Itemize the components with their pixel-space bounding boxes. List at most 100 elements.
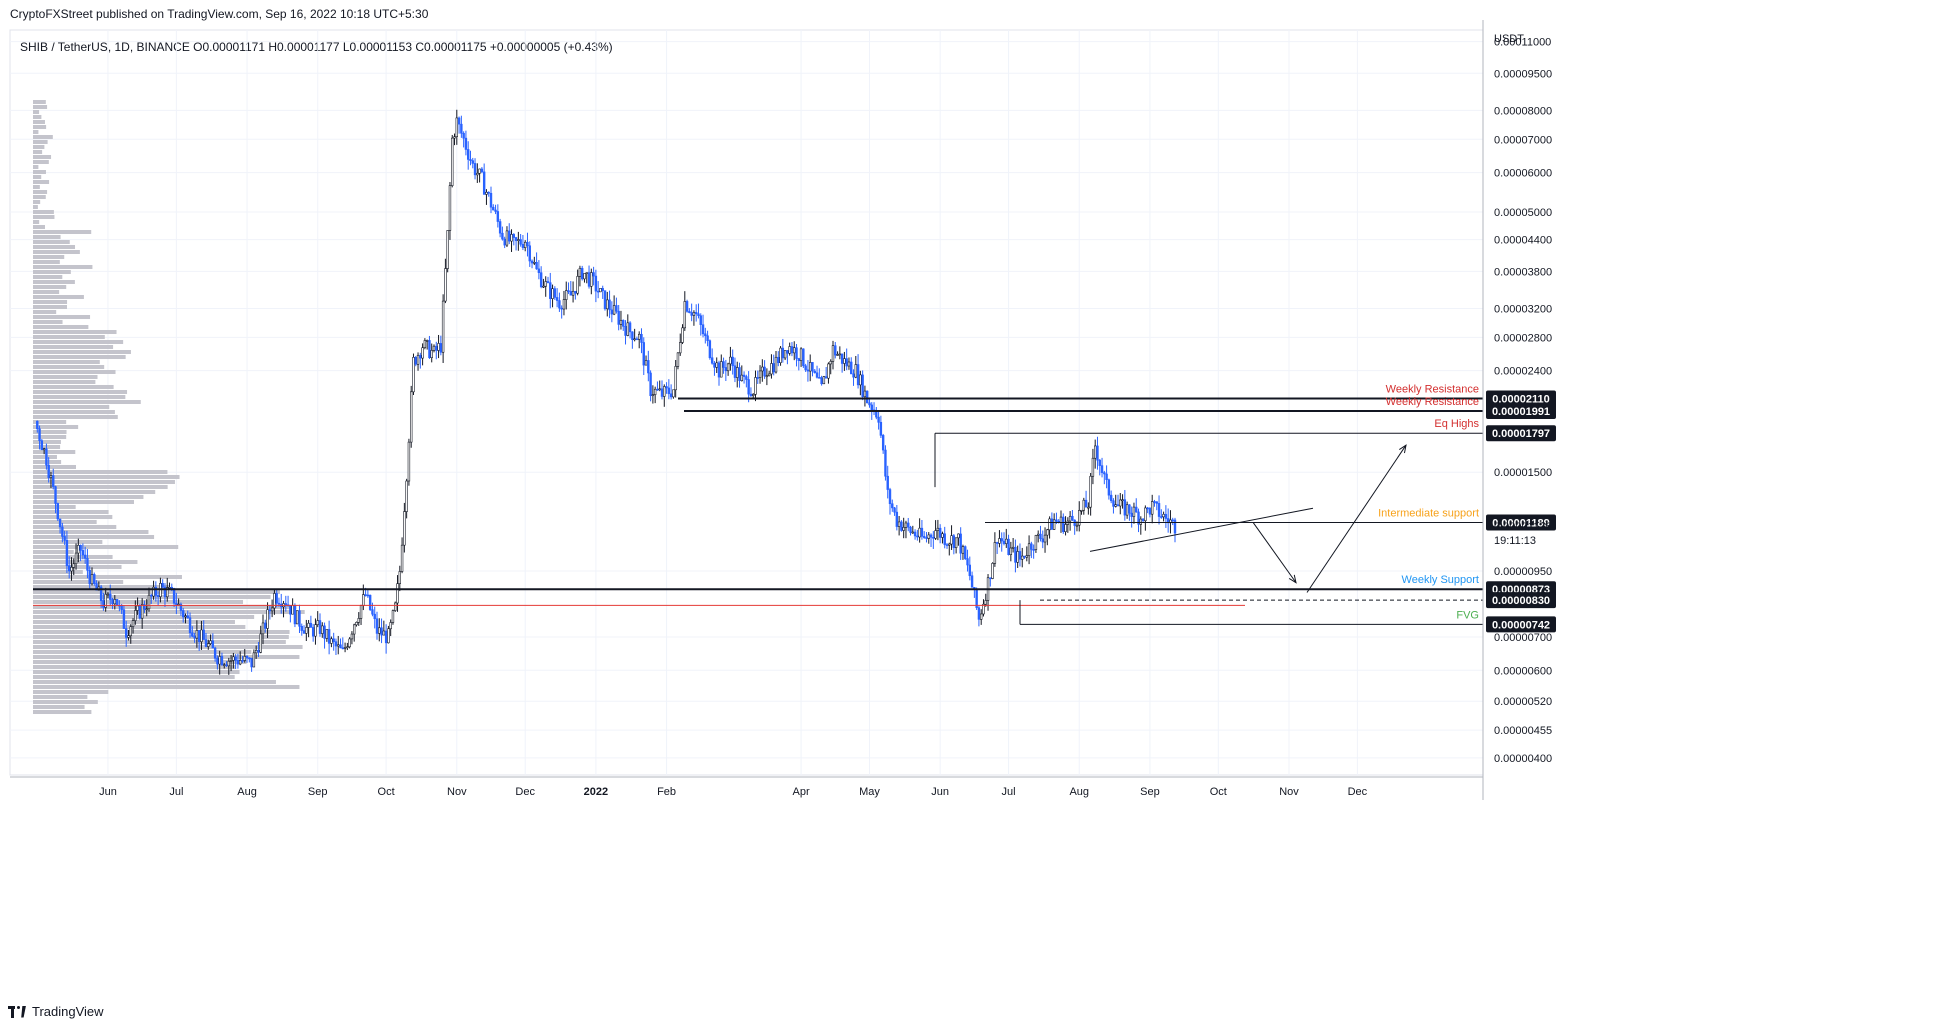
volume-profile-bar: [33, 485, 168, 489]
candle-body: [346, 646, 349, 649]
candle-body: [558, 300, 561, 309]
candle-body: [895, 511, 899, 527]
y-tick-label: 0.00008000: [1494, 105, 1552, 117]
candle-body: [1096, 445, 1099, 461]
candle-body: [1089, 475, 1092, 508]
candle-body: [574, 290, 577, 294]
candle-body: [172, 588, 176, 604]
candle-body: [722, 361, 725, 368]
volume-profile-bar: [33, 455, 57, 459]
candle-body: [261, 622, 265, 635]
volume-profile-bar: [33, 295, 84, 299]
tradingview-icon: [8, 1005, 26, 1018]
candle-body: [610, 309, 614, 315]
candle-body: [1043, 534, 1047, 543]
candle-body: [804, 365, 807, 371]
candle-body: [847, 361, 851, 367]
candle-body: [717, 362, 721, 378]
candle-body: [439, 343, 443, 353]
candle-body: [195, 630, 199, 639]
candle-body: [897, 521, 901, 527]
candle-body: [1148, 507, 1152, 515]
candle-body: [457, 117, 461, 125]
volume-profile-bar: [33, 110, 40, 114]
volume-profile-bar: [33, 415, 118, 419]
candle-body: [970, 575, 974, 588]
candle-body: [521, 243, 525, 248]
candle-body: [52, 475, 55, 487]
candle-body: [435, 345, 438, 351]
candle-body: [1103, 472, 1106, 475]
candle-body: [305, 627, 308, 634]
candle-body: [58, 518, 62, 528]
candle-body: [606, 299, 609, 310]
candle-body: [332, 638, 335, 642]
candle-body: [421, 347, 424, 359]
candle-body: [1068, 515, 1072, 522]
tradingview-logo[interactable]: TradingView: [8, 1004, 104, 1019]
candle-body: [642, 342, 645, 366]
volume-profile-bar: [33, 495, 144, 499]
volume-profile-bar: [33, 340, 124, 344]
candle-body: [793, 347, 796, 354]
candle-body: [284, 603, 287, 605]
candle-body: [633, 338, 636, 341]
candle-body: [708, 340, 712, 359]
y-unit-label: USDT: [1494, 33, 1524, 45]
y-tick-label: 0.00009500: [1494, 68, 1552, 80]
y-tick-label: 0.00000950: [1494, 566, 1552, 578]
candle-body: [977, 607, 981, 620]
candle-body: [220, 656, 224, 666]
candle-body: [1130, 512, 1133, 517]
y-tick-label: 0.00003200: [1494, 303, 1552, 315]
volume-profile-bar: [33, 170, 46, 174]
volume-profile-bar: [33, 430, 67, 434]
candle-body: [979, 613, 983, 620]
candle-body: [856, 364, 860, 386]
candle-body: [127, 635, 130, 638]
candle-body: [1121, 499, 1124, 501]
candle-body: [733, 365, 737, 378]
candle-body: [701, 324, 705, 335]
candle-body: [829, 361, 832, 365]
x-tick-label: Aug: [1069, 786, 1089, 798]
volume-profile-bar: [33, 135, 53, 139]
candle-body: [63, 536, 66, 541]
volume-profile-bar: [33, 710, 92, 714]
candle-body: [396, 583, 399, 604]
candle-body: [738, 367, 741, 381]
candle-body: [503, 238, 506, 246]
candle-body: [316, 620, 319, 625]
candle-body: [416, 354, 420, 365]
level-label: Intermediate support: [1378, 507, 1479, 519]
candle-body: [756, 377, 759, 379]
candle-body: [275, 593, 278, 604]
publisher-header: CryptoFXStreet published on TradingView.…: [10, 7, 429, 21]
candle-body: [640, 333, 643, 343]
candle-body: [1009, 547, 1013, 555]
candle-body: [209, 640, 212, 644]
candle-body: [355, 622, 358, 626]
candle-body: [544, 281, 547, 287]
volume-profile-bar: [33, 185, 40, 189]
y-tick-label: 0.00000700: [1494, 632, 1552, 644]
candle-body: [362, 594, 365, 606]
candle-body: [820, 377, 823, 385]
candle-body: [111, 599, 114, 605]
candle-body: [699, 315, 702, 326]
level-price-label: 0.00001991: [1492, 406, 1550, 418]
candle-body: [608, 299, 611, 311]
candle-body: [893, 507, 896, 513]
candle-body: [175, 602, 178, 606]
candle-body: [838, 353, 842, 356]
candle-body: [1039, 533, 1042, 540]
candle-body: [405, 480, 408, 512]
candle-body: [293, 604, 297, 625]
candle-body: [245, 656, 249, 659]
candle-body: [446, 230, 449, 269]
candle-body: [387, 628, 390, 644]
candle-body: [93, 574, 96, 584]
candle-body: [877, 416, 880, 423]
candle-body: [747, 379, 750, 395]
